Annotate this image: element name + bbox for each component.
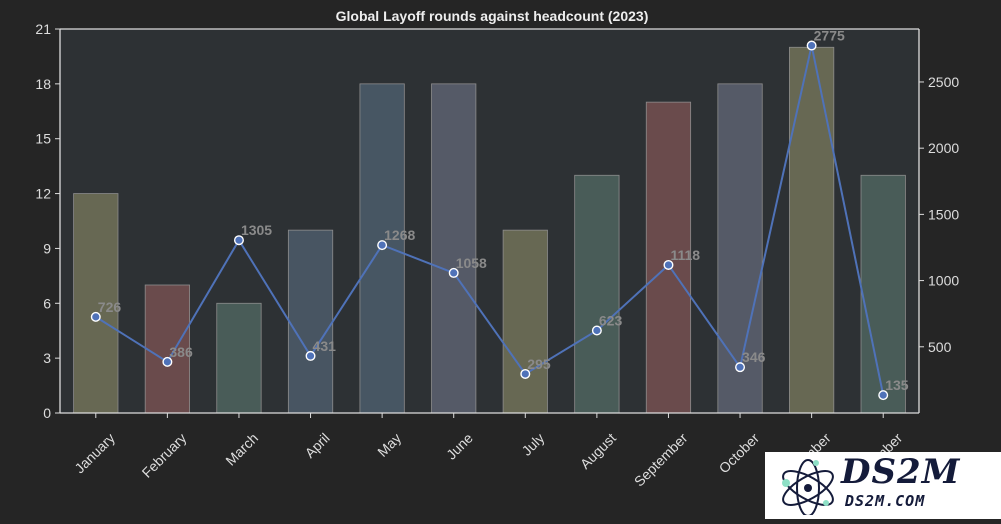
x-tick-label: August [577, 430, 619, 472]
data-label: 623 [599, 313, 623, 329]
line-point [448, 267, 459, 278]
chart-title: Global Layoff rounds against headcount (… [336, 8, 649, 24]
data-label: 2775 [814, 28, 845, 44]
y-tick-label-left: 0 [43, 405, 51, 421]
y-tick-label-right: 1500 [928, 206, 959, 222]
y-tick-label-left: 3 [43, 350, 51, 366]
data-label: 1268 [384, 227, 415, 243]
line-point [90, 311, 101, 322]
x-tick-label: October [716, 430, 763, 477]
bar [789, 46, 835, 414]
bar [216, 302, 262, 414]
atom-logo-icon [782, 459, 834, 515]
bar [73, 193, 119, 414]
x-tick-label: February [139, 430, 190, 481]
plot-area [60, 29, 919, 413]
data-label: 295 [527, 356, 551, 372]
bar [502, 229, 548, 414]
x-tick-label: July [518, 430, 547, 459]
watermark-brand: DS2M [841, 452, 961, 492]
line-point [878, 390, 889, 401]
bar [645, 101, 692, 414]
y-tick-label-left: 6 [43, 295, 51, 311]
line-point [735, 362, 746, 373]
y-tick-label-right: 500 [928, 339, 952, 355]
y-tick-label-left: 15 [35, 131, 51, 147]
y-tick-label-right: 2500 [928, 74, 959, 90]
data-label: 431 [313, 338, 337, 354]
x-tick-label: September [631, 430, 691, 490]
data-label: 386 [169, 344, 193, 360]
y-tick-label-right: 1000 [928, 273, 959, 289]
data-label: 135 [885, 377, 909, 393]
line-point [591, 325, 602, 336]
bar [287, 229, 334, 414]
data-label: 346 [742, 349, 766, 365]
y-tick-label-left: 9 [43, 240, 51, 256]
data-label: 1305 [241, 222, 272, 238]
bar [144, 284, 190, 414]
line-point [162, 356, 173, 367]
bar [431, 83, 477, 414]
data-label: 1118 [670, 247, 700, 263]
line-point [663, 259, 674, 270]
line-point [806, 40, 817, 51]
line-series [95, 45, 885, 396]
x-tick-label: April [302, 430, 333, 461]
x-tick-label: June [443, 430, 476, 463]
line-point [305, 350, 316, 361]
bar [574, 174, 620, 414]
watermark: DS2M DS2M.COM [765, 452, 1001, 519]
x-tick-label: March [222, 430, 261, 469]
line-point [520, 368, 531, 379]
x-tick-label: May [374, 430, 404, 460]
data-label: 1058 [456, 255, 487, 271]
y-tick-label-left: 18 [35, 76, 51, 92]
y-tick-label-right: 2000 [928, 140, 959, 156]
y-tick-label-left: 21 [35, 21, 51, 37]
watermark-domain: DS2M.COM [845, 492, 926, 510]
line-point [233, 235, 244, 246]
line-point [377, 240, 388, 251]
x-tick-label: January [71, 430, 118, 477]
y-tick-label-left: 12 [35, 186, 51, 202]
data-label: 726 [98, 299, 122, 315]
